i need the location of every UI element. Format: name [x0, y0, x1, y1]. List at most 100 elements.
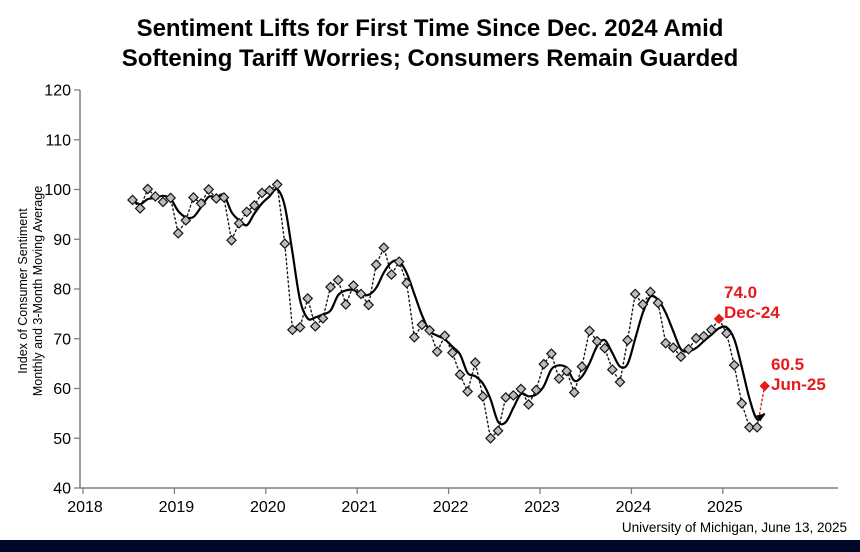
data-point-marker	[690, 332, 702, 344]
data-point-marker	[355, 288, 367, 300]
data-point-marker	[568, 387, 580, 398]
data-point-marker	[751, 421, 763, 433]
data-point-marker	[157, 196, 169, 208]
annotation-jun25-value: 60.5	[771, 355, 805, 374]
data-point-marker	[652, 297, 664, 309]
data-point-marker	[172, 227, 184, 239]
data-point-marker	[485, 432, 496, 444]
data-point-marker	[553, 373, 565, 384]
data-point-marker	[302, 293, 314, 304]
moving-average-arrowhead	[755, 413, 765, 422]
data-point-marker	[675, 351, 687, 363]
data-point-marker	[142, 183, 154, 195]
data-point-marker	[393, 256, 405, 268]
data-point-marker	[500, 392, 512, 403]
annotation-dec24: 74.0 Dec-24	[724, 283, 780, 323]
data-point-marker	[667, 342, 679, 354]
y-tick-label: 110	[45, 132, 71, 149]
data-point-marker	[127, 194, 138, 206]
y-tick-label: 50	[53, 431, 71, 448]
data-point-marker	[248, 199, 260, 211]
annotation-dec24-value: 74.0	[724, 283, 758, 302]
y-tick-label: 100	[44, 182, 71, 199]
data-point-marker	[545, 348, 557, 360]
moving-average-line	[131, 187, 766, 426]
x-tick-label: 2019	[159, 499, 195, 516]
data-point-marker	[576, 361, 588, 373]
data-point-marker	[317, 312, 329, 324]
x-tick-label: 2021	[341, 499, 377, 516]
y-tick-label: 40	[53, 481, 71, 498]
data-point-marker	[279, 238, 291, 250]
data-point-marker	[523, 398, 535, 410]
data-point-marker	[446, 347, 458, 359]
x-tick-label: 2025	[707, 499, 743, 516]
monthly-series-final-red-segment	[756, 385, 766, 429]
data-point-marker	[294, 321, 306, 333]
data-point-marker	[241, 206, 253, 218]
data-point-marker	[622, 334, 634, 346]
data-point-marker	[332, 274, 344, 286]
data-point-marker	[180, 214, 192, 226]
data-point-marker	[271, 179, 283, 190]
data-point-marker	[378, 242, 390, 254]
x-tick-label: 2024	[616, 499, 652, 516]
y-tick-label: 80	[53, 282, 71, 299]
annotation-jun25-month: Jun-25	[771, 375, 826, 394]
data-point-marker	[309, 320, 321, 332]
data-point-marker	[226, 234, 237, 246]
data-point-marker	[218, 192, 230, 203]
y-tick-label: 120	[44, 83, 71, 100]
highlighted-data-point-marker	[713, 313, 725, 325]
data-point-marker	[660, 337, 672, 349]
data-point-marker	[584, 325, 595, 337]
y-tick-label: 60	[53, 381, 71, 398]
x-tick-label: 2023	[524, 499, 560, 516]
data-point-marker	[736, 397, 748, 409]
data-point-marker	[370, 259, 382, 271]
bottom-bar	[0, 540, 860, 552]
source-note: University of Michigan, June 13, 2025	[621, 520, 847, 535]
data-point-marker	[705, 324, 717, 336]
data-point-marker	[462, 386, 474, 397]
x-tick-label: 2020	[250, 499, 286, 516]
data-point-marker	[606, 364, 618, 376]
data-point-marker	[591, 335, 603, 347]
data-point-marker	[728, 359, 740, 371]
data-point-marker	[195, 197, 207, 209]
data-point-marker	[431, 346, 443, 358]
data-point-marker	[165, 192, 177, 204]
data-point-marker	[561, 365, 573, 377]
data-point-marker	[721, 327, 733, 339]
data-point-marker	[744, 421, 755, 433]
data-point-marker	[149, 191, 161, 202]
data-point-marker	[416, 319, 428, 331]
y-tick-label: 90	[53, 232, 71, 249]
data-point-marker	[233, 217, 245, 229]
y-tick-label: 70	[53, 331, 71, 348]
data-point-marker	[401, 277, 413, 289]
annotation-dec24-month: Dec-24	[724, 303, 780, 322]
data-point-marker	[340, 298, 352, 310]
monthly-series-dotted-line	[131, 183, 758, 440]
data-point-marker	[515, 383, 527, 395]
highlighted-data-point-marker	[759, 380, 770, 392]
data-point-marker	[256, 187, 268, 199]
data-point-marker	[629, 288, 641, 300]
data-point-marker	[469, 357, 481, 369]
data-point-marker	[538, 358, 550, 370]
data-point-marker	[386, 269, 397, 281]
x-tick-label: 2018	[67, 499, 103, 516]
data-point-marker	[439, 330, 451, 342]
data-point-marker	[187, 192, 199, 203]
data-point-marker	[347, 280, 359, 291]
data-point-marker	[507, 390, 519, 401]
data-point-marker	[637, 298, 649, 310]
chart-title-line2: Softening Tariff Worries; Consumers Rema…	[121, 45, 739, 72]
chart-title: Sentiment Lifts for First Time Since Dec…	[0, 14, 860, 74]
data-point-marker	[424, 324, 436, 336]
chart-title-line1: Sentiment Lifts for First Time Since Dec…	[136, 15, 724, 42]
x-tick-label: 2022	[433, 499, 469, 516]
